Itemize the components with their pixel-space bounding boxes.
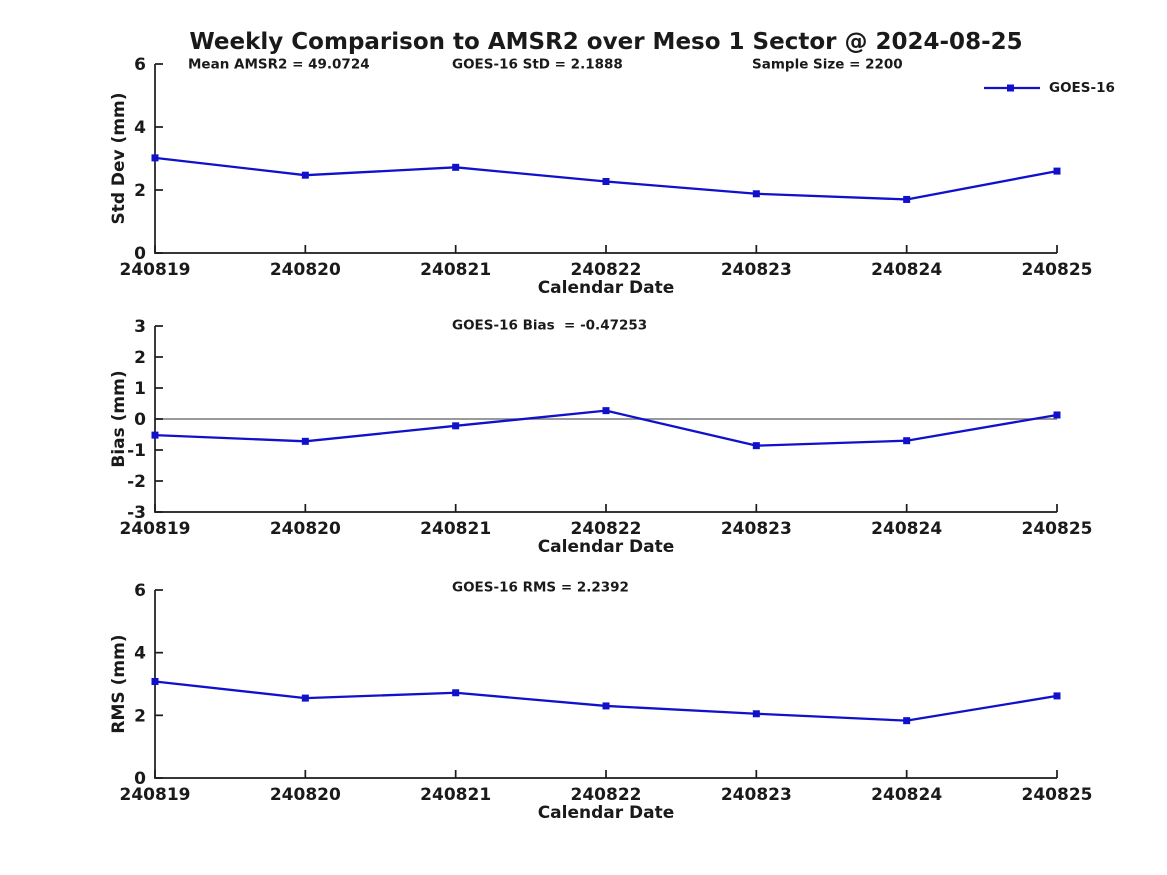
y-tick-label: 0 xyxy=(134,769,146,789)
stddev-subplot: 0 2 4 6 240819 240820 240821 240822 240823 240824… xyxy=(109,55,1093,298)
data-point-marker xyxy=(752,710,760,718)
data-point-marker xyxy=(301,437,309,445)
plot-annotation: Sample Size = 2200 xyxy=(752,57,903,73)
data-point-marker xyxy=(752,190,760,198)
y-tick-label: 0 xyxy=(134,244,146,264)
y-tick-label: 0 xyxy=(134,410,146,430)
y-tick-label: -2 xyxy=(127,472,146,492)
legend-label: GOES-16 xyxy=(1049,80,1115,96)
plot-annotation: GOES-16 StD = 2.1888 xyxy=(452,57,623,73)
y-tick-label: 2 xyxy=(134,348,146,368)
x-tick-label: 240822 xyxy=(571,785,642,805)
data-point-marker xyxy=(1053,692,1061,700)
x-tick-label: 240820 xyxy=(270,785,341,805)
x-tick-label: 240825 xyxy=(1022,785,1093,805)
series-line xyxy=(154,409,1058,447)
x-tick-label: 240819 xyxy=(120,519,191,539)
chart-title: Weekly Comparison to AMSR2 over Meso 1 S… xyxy=(189,29,1023,55)
y-tick-label: -1 xyxy=(127,441,146,461)
data-point-marker xyxy=(752,442,760,450)
y-tick-label: 6 xyxy=(134,581,146,601)
x-tick-label: 240823 xyxy=(721,260,792,280)
y-tick-label: 1 xyxy=(134,379,146,399)
x-tick-label: 240822 xyxy=(571,519,642,539)
data-point-marker xyxy=(301,694,309,702)
plot-annotation: GOES-16 RMS = 2.2392 xyxy=(452,580,629,596)
y-tick-label: 3 xyxy=(134,317,146,337)
x-tick-label: 240820 xyxy=(270,260,341,280)
data-point-marker xyxy=(452,689,460,697)
y-axis-label: RMS (mm) xyxy=(109,634,129,733)
y-tick-label: 2 xyxy=(134,181,146,201)
rms-subplot: 0 2 4 6 240819 240820 240821 240822 240823 240824… xyxy=(109,580,1093,824)
data-point-marker xyxy=(602,702,610,710)
data-point-marker xyxy=(602,407,610,415)
series-line xyxy=(154,680,1058,722)
x-axis-label: Calendar Date xyxy=(538,537,675,557)
y-axis-label: Bias (mm) xyxy=(109,370,129,467)
data-point-marker xyxy=(151,154,159,162)
data-point-marker xyxy=(903,717,911,725)
data-point-marker xyxy=(1053,411,1061,419)
x-tick-label: 240819 xyxy=(120,785,191,805)
x-tick-label: 240824 xyxy=(871,519,942,539)
x-tick-label: 240822 xyxy=(571,260,642,280)
data-point-marker xyxy=(903,195,911,203)
x-tick-label: 240819 xyxy=(120,260,191,280)
y-tick-label: -3 xyxy=(127,503,146,523)
data-point-marker xyxy=(602,177,610,185)
x-tick-label: 240820 xyxy=(270,519,341,539)
x-tick-label: 240821 xyxy=(420,519,491,539)
axis-lines xyxy=(154,64,1057,254)
x-tick-label: 240823 xyxy=(721,519,792,539)
y-tick-label: 4 xyxy=(134,644,146,664)
y-tick-label: 6 xyxy=(134,55,146,75)
x-tick-label: 240821 xyxy=(420,260,491,280)
data-point-marker xyxy=(301,171,309,179)
x-axis-label: Calendar Date xyxy=(538,803,675,823)
data-point-marker xyxy=(1053,167,1061,175)
x-tick-label: 240823 xyxy=(721,785,792,805)
y-tick-label: 2 xyxy=(134,706,146,726)
data-point-marker xyxy=(151,431,159,439)
y-axis-label: Std Dev (mm) xyxy=(109,92,129,224)
data-point-marker xyxy=(903,437,911,445)
axis-lines xyxy=(154,590,1057,779)
data-point-marker xyxy=(452,163,460,171)
legend-line-icon xyxy=(984,84,1040,92)
data-point-marker xyxy=(151,677,159,685)
bias-subplot: -3 -2 -1 0 1 2 3 240819 240820 240821 240822 240823… xyxy=(109,317,1093,557)
legend: GOES-16 xyxy=(983,80,1115,96)
x-axis-label: Calendar Date xyxy=(538,278,675,298)
x-tick-label: 240825 xyxy=(1022,519,1093,539)
plot-annotation: GOES-16 Bias = -0.47253 xyxy=(452,318,647,334)
x-tick-label: 240821 xyxy=(420,785,491,805)
x-tick-label: 240824 xyxy=(871,785,942,805)
plot-annotation: Mean AMSR2 = 49.0724 xyxy=(188,57,370,73)
x-tick-label: 240825 xyxy=(1022,260,1093,280)
data-point-marker xyxy=(452,422,460,430)
y-tick-label: 4 xyxy=(134,118,146,138)
x-tick-label: 240824 xyxy=(871,260,942,280)
